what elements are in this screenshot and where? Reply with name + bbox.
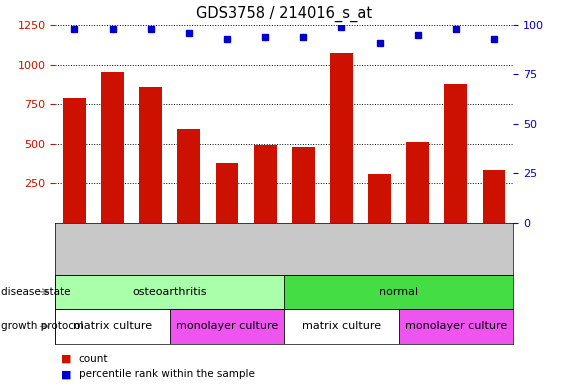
Text: monolayer culture: monolayer culture xyxy=(405,321,507,331)
Bar xyxy=(406,142,429,223)
Text: count: count xyxy=(79,354,108,364)
Bar xyxy=(254,145,276,223)
Text: matrix culture: matrix culture xyxy=(73,321,152,331)
Bar xyxy=(177,129,201,223)
Bar xyxy=(63,98,86,223)
Bar xyxy=(216,162,238,223)
Bar xyxy=(444,84,467,223)
Bar xyxy=(139,87,162,223)
Bar xyxy=(55,275,284,309)
Bar xyxy=(55,309,170,344)
Bar xyxy=(330,53,353,223)
Text: osteoarthritis: osteoarthritis xyxy=(132,287,207,297)
Bar xyxy=(483,170,505,223)
Bar xyxy=(284,275,513,309)
Text: ■: ■ xyxy=(61,369,72,379)
Bar xyxy=(170,309,284,344)
Text: ■: ■ xyxy=(61,354,72,364)
Text: disease state: disease state xyxy=(1,287,70,297)
Text: normal: normal xyxy=(379,287,418,297)
Text: matrix culture: matrix culture xyxy=(302,321,381,331)
Bar xyxy=(399,309,513,344)
Bar xyxy=(292,147,315,223)
Title: GDS3758 / 214016_s_at: GDS3758 / 214016_s_at xyxy=(196,6,373,22)
Text: growth protocol: growth protocol xyxy=(1,321,83,331)
Bar xyxy=(101,73,124,223)
Bar xyxy=(284,309,399,344)
Text: percentile rank within the sample: percentile rank within the sample xyxy=(79,369,255,379)
Text: monolayer culture: monolayer culture xyxy=(176,321,278,331)
Bar xyxy=(368,174,391,223)
